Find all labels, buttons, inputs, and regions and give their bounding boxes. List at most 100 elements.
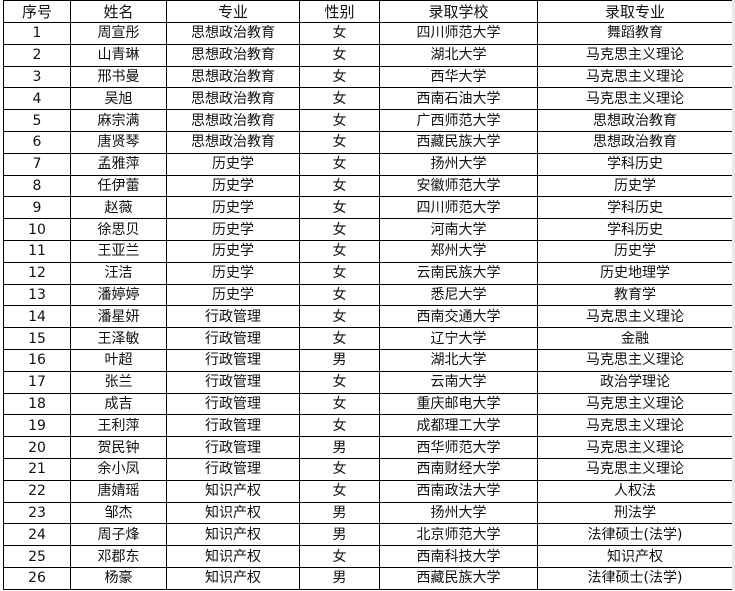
cell-col-admitted-major: 历史地理学 (537, 261, 733, 285)
cell-col-admitted-major: 人权法 (537, 479, 733, 503)
cell-col-school: 广西师范大学 (379, 109, 538, 132)
cell-col-admitted-major: 马克思主义理论 (537, 457, 733, 481)
cell-col-name: 赵薇 (70, 196, 167, 220)
cell-col-index: 7 (3, 152, 71, 176)
table-row: 24 周子烽 知识产权男北京师范大学 法律硕士(法学) (3, 523, 733, 547)
cell-col-major: 历史学 (166, 152, 300, 176)
cell-col-school: 云南大学 (379, 370, 538, 394)
cell-col-name: 汪洁 (70, 261, 167, 285)
cell-col-name: 王泽敏 (70, 327, 167, 350)
header-col-gender: 性别 (299, 0, 380, 23)
cell-col-major: 行政管理 (166, 414, 300, 438)
cell-col-name: 周子烽 (70, 523, 167, 547)
cell-col-index: 3 (3, 65, 71, 89)
cell-col-school: 西南交通大学 (379, 305, 538, 329)
table-row: 14 潘星妍 行政管理女西南交通大学 马克思主义理论 (3, 305, 733, 329)
cell-col-major: 历史学 (166, 239, 300, 263)
cell-col-name: 吴旭 (70, 87, 167, 111)
cell-col-index: 18 (3, 392, 71, 416)
cell-col-major: 行政管理 (166, 370, 300, 394)
table-row: 16 叶超 行政管理男湖北大学 马克思主义理论 (3, 348, 733, 372)
cell-col-admitted-major: 马克思主义理论 (537, 65, 733, 89)
cell-col-name: 山青琳 (70, 43, 167, 67)
cell-col-admitted-major: 舞蹈教育 (537, 22, 733, 45)
cell-col-major: 思想政治教育 (166, 109, 300, 132)
table-row: 22 唐婧瑶 知识产权女西南政法大学 人权法 (3, 479, 733, 503)
table-row: 12 汪洁 历史学女云南民族大学 历史地理学 (3, 261, 733, 285)
cell-col-major: 历史学 (166, 261, 300, 285)
cell-col-school: 辽宁大学 (379, 327, 538, 350)
cell-col-index: 17 (3, 370, 71, 394)
cell-col-index: 13 (3, 283, 71, 307)
cell-col-admitted-major: 马克思主义理论 (537, 392, 733, 416)
cell-col-school: 西南石油大学 (379, 87, 538, 111)
cell-col-school: 成都理工大学 (379, 414, 538, 438)
cell-col-gender: 女 (299, 109, 380, 132)
cell-col-gender: 女 (299, 196, 380, 220)
table-row: 23 邹杰 知识产权男扬州大学 刑法学 (3, 501, 733, 525)
cell-col-major: 思想政治教育 (166, 130, 300, 154)
cell-col-school: 扬州大学 (379, 152, 538, 176)
cell-col-admitted-major: 马克思主义理论 (537, 305, 733, 329)
cell-col-index: 26 (3, 566, 71, 590)
cell-col-admitted-major: 马克思主义理论 (537, 414, 733, 438)
cell-col-index: 14 (3, 305, 71, 329)
cell-col-index: 19 (3, 414, 71, 438)
cell-col-major: 行政管理 (166, 348, 300, 372)
table-row: 4 吴旭 思想政治教育女西南石油大学 马克思主义理论 (3, 87, 733, 111)
cell-col-major: 行政管理 (166, 436, 300, 459)
cell-col-gender: 女 (299, 130, 380, 154)
table-row: 25 邓郡东 知识产权女西南科技大学 知识产权 (3, 545, 733, 568)
table-row: 1 周宣彤 思想政治教育女四川师范大学 舞蹈教育 (3, 22, 733, 45)
cell-col-school: 西华大学 (379, 65, 538, 89)
cell-col-name: 邹杰 (70, 501, 167, 525)
table-row: 6 唐贤琴 思想政治教育女西藏民族大学 思想政治教育 (3, 130, 733, 154)
header-col-admitted-major: 录取专业 (537, 0, 733, 23)
cell-col-name: 邓郡东 (70, 545, 167, 568)
cell-col-admitted-major: 历史学 (537, 174, 733, 198)
cell-col-index: 6 (3, 130, 71, 154)
cell-col-school: 湖北大学 (379, 43, 538, 67)
cell-col-school: 西藏民族大学 (379, 130, 538, 154)
cell-col-admitted-major: 法律硕士(法学) (537, 523, 733, 547)
cell-col-name: 叶超 (70, 348, 167, 372)
cell-col-admitted-major: 金融 (537, 327, 733, 350)
cell-col-gender: 男 (299, 348, 380, 372)
cell-col-admitted-major: 思想政治教育 (537, 109, 733, 132)
cell-col-name: 邢书曼 (70, 65, 167, 89)
header-col-school: 录取学校 (379, 0, 538, 23)
cell-col-school: 郑州大学 (379, 239, 538, 263)
cell-col-major: 行政管理 (166, 327, 300, 350)
cell-col-major: 思想政治教育 (166, 65, 300, 89)
cell-col-major: 思想政治教育 (166, 43, 300, 67)
header-col-index: 序号 (3, 0, 71, 23)
cell-col-gender: 女 (299, 261, 380, 285)
cell-col-name: 杨豪 (70, 566, 167, 590)
cell-col-gender: 女 (299, 218, 380, 241)
cell-col-index: 10 (3, 218, 71, 241)
table-row: 15 王泽敏 行政管理女辽宁大学 金融 (3, 327, 733, 350)
cell-col-gender: 女 (299, 87, 380, 111)
cell-col-admitted-major: 马克思主义理论 (537, 43, 733, 67)
cell-col-gender: 男 (299, 436, 380, 459)
cell-col-gender: 女 (299, 174, 380, 198)
scroll-edge (732, 0, 735, 591)
cell-col-gender: 女 (299, 239, 380, 263)
cell-col-index: 22 (3, 479, 71, 503)
cell-col-school: 西南财经大学 (379, 457, 538, 481)
cell-col-school: 重庆邮电大学 (379, 392, 538, 416)
header-col-name: 姓名 (70, 0, 167, 23)
table-row: 3 邢书曼 思想政治教育女西华大学 马克思主义理论 (3, 65, 733, 89)
cell-col-name: 贺民钟 (70, 436, 167, 459)
cell-col-gender: 女 (299, 22, 380, 45)
cell-col-gender: 女 (299, 479, 380, 503)
cell-col-admitted-major: 马克思主义理论 (537, 436, 733, 459)
table-row: 5 麻宗满 思想政治教育女广西师范大学 思想政治教育 (3, 109, 733, 132)
cell-col-admitted-major: 学科历史 (537, 152, 733, 176)
cell-col-gender: 女 (299, 414, 380, 438)
cell-col-gender: 女 (299, 545, 380, 568)
cell-col-major: 行政管理 (166, 392, 300, 416)
table-row: 9 赵薇 历史学女四川师范大学 学科历史 (3, 196, 733, 220)
cell-col-gender: 男 (299, 501, 380, 525)
cell-col-index: 21 (3, 457, 71, 481)
